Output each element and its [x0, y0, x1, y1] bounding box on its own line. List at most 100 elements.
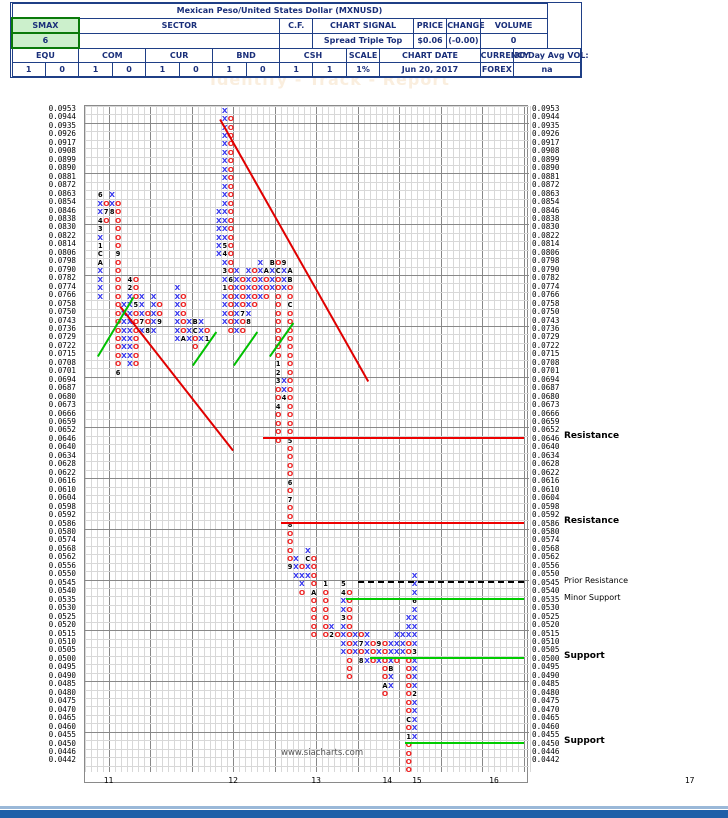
- price-tick-left: 0.0666: [48, 408, 76, 418]
- pnf-marker: O: [115, 266, 122, 276]
- pnf-marker: O: [251, 266, 258, 276]
- price-tick-right: 0.0610: [532, 484, 560, 494]
- grid-line-horizontal: [85, 571, 529, 573]
- grid-line-vertical: [286, 106, 288, 772]
- pnf-marker: O: [227, 240, 235, 250]
- pnf-marker: X: [174, 317, 181, 327]
- pnf-marker: X: [411, 579, 418, 589]
- pnf-marker: 1: [406, 732, 411, 741]
- grid-line-vertical: [369, 106, 371, 772]
- resistance-0646: [262, 436, 524, 439]
- grid-line-horizontal: [85, 596, 529, 598]
- minor-support-0535-label: Minor Support: [564, 592, 621, 602]
- year-tick: 16: [489, 775, 499, 785]
- pnf-marker: O: [239, 317, 246, 327]
- pnf-marker: X: [221, 130, 228, 140]
- pnf-marker: X: [411, 731, 418, 741]
- pnf-marker: X: [150, 308, 157, 318]
- pnf-marker: X: [150, 300, 157, 310]
- pnf-marker: X: [304, 545, 311, 555]
- pnf-marker: X: [198, 325, 204, 335]
- pnf-marker: O: [298, 587, 306, 597]
- pnf-marker: X: [216, 224, 222, 234]
- price-tick-left: 0.0550: [48, 569, 76, 579]
- csh-header: CSH: [279, 47, 347, 63]
- pnf-marker: O: [115, 240, 122, 250]
- bnd-header: BND: [212, 47, 280, 63]
- resistance-0586: [280, 521, 524, 524]
- pnf-marker: O: [287, 410, 294, 420]
- pnf-marker: X: [281, 376, 287, 386]
- price-tick-left: 0.0495: [48, 662, 76, 672]
- pnf-marker: X: [387, 680, 394, 690]
- grid-line-horizontal: [85, 224, 529, 226]
- pnf-marker: X: [186, 317, 193, 327]
- pnf-marker: O: [227, 300, 235, 310]
- price-tick-left: 0.0520: [48, 620, 76, 630]
- grid-line-vertical: [90, 106, 92, 772]
- pnf-marker: O: [370, 647, 377, 657]
- pnf-marker: O: [275, 325, 282, 335]
- price-tick-left: 0.0500: [48, 653, 76, 663]
- pnf-marker: X: [198, 317, 204, 327]
- grid-line-horizontal: [85, 588, 529, 590]
- pnf-marker: A: [97, 258, 103, 267]
- pnf-marker: X: [399, 630, 406, 640]
- pnf-marker: 5: [222, 241, 228, 250]
- grid-line-vertical: [108, 106, 110, 772]
- grid-line-vertical: [517, 106, 519, 772]
- currency-header: CURRENCY: [479, 47, 529, 63]
- pnf-marker: O: [227, 215, 235, 225]
- cur-value-1: 1: [145, 62, 180, 77]
- grid-line-horizontal: [85, 740, 529, 742]
- pnf-marker: X: [376, 655, 382, 665]
- pnf-marker: O: [310, 570, 318, 580]
- pnf-marker: C: [275, 267, 281, 276]
- pnf-marker: O: [132, 342, 140, 352]
- pnf-marker: A: [287, 267, 293, 276]
- scale-header: SCALE: [345, 47, 381, 63]
- grid-line-horizontal: [85, 554, 529, 556]
- pnf-marker: 3: [97, 225, 103, 234]
- price-tick-left: 0.0455: [48, 730, 76, 740]
- price-tick-right: 0.0535: [532, 594, 560, 604]
- pnf-marker: X: [405, 630, 412, 640]
- pnf-marker: O: [405, 765, 412, 775]
- grid-line-horizontal: [85, 452, 529, 454]
- price-tick-left: 0.0736: [48, 323, 76, 333]
- pnf-marker: O: [287, 427, 294, 437]
- price-tick-right: 0.0495: [532, 662, 560, 672]
- grid-line-horizontal: [85, 148, 529, 150]
- pnf-marker: 9: [115, 250, 121, 259]
- pnf-marker: O: [239, 274, 246, 284]
- grid-line-vertical: [428, 106, 430, 772]
- pnf-marker: 3: [412, 648, 417, 657]
- pnf-marker: X: [150, 325, 157, 335]
- grid-line-vertical: [274, 106, 276, 772]
- pnf-marker: X: [216, 249, 222, 259]
- pnf-marker: O: [275, 291, 282, 301]
- price-tick-left: 0.0465: [48, 713, 76, 723]
- price-tick-left: 0.0628: [48, 459, 76, 469]
- price-tick-left: 0.0530: [48, 603, 76, 613]
- price-tick-right: 0.0652: [532, 425, 560, 435]
- pnf-marker: O: [310, 562, 318, 572]
- pnf-marker: 8: [145, 326, 150, 335]
- pnf-marker: X: [245, 283, 252, 293]
- grid-line-horizontal: [85, 503, 529, 505]
- pnf-marker: X: [299, 579, 305, 589]
- com-header: COM: [78, 47, 147, 63]
- pnf-marker: X: [97, 283, 104, 293]
- pnf-marker: X: [304, 570, 311, 580]
- pnf-marker: O: [103, 198, 110, 208]
- pnf-marker: 6: [115, 368, 121, 377]
- price-tick-right: 0.0616: [532, 476, 560, 486]
- pnf-marker: X: [376, 647, 382, 657]
- price-tick-left: 0.0687: [48, 383, 76, 393]
- price-tick-left: 0.0944: [48, 112, 76, 122]
- grid-line-horizontal: [85, 511, 529, 513]
- price-tick-right: 0.0450: [532, 738, 560, 748]
- grid-line-horizontal: [85, 621, 529, 623]
- grid-line-vertical: [215, 106, 217, 772]
